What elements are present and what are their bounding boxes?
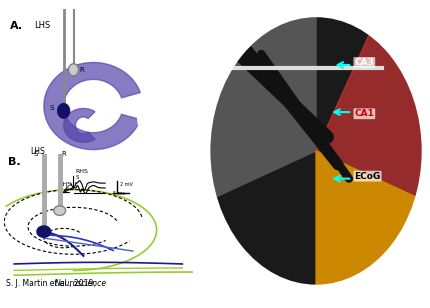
Text: C.: C. bbox=[212, 22, 224, 32]
Polygon shape bbox=[44, 63, 140, 150]
Text: S. J. Martin et al., 2019,: S. J. Martin et al., 2019, bbox=[6, 279, 98, 288]
Wedge shape bbox=[316, 151, 416, 285]
Text: B.: B. bbox=[8, 157, 21, 167]
Circle shape bbox=[58, 103, 70, 118]
Text: S: S bbox=[76, 175, 79, 180]
Text: CA1: CA1 bbox=[354, 109, 374, 118]
Text: LHS: LHS bbox=[60, 181, 72, 187]
Text: 2 mV: 2 mV bbox=[120, 182, 133, 187]
Wedge shape bbox=[316, 34, 422, 218]
Text: S: S bbox=[34, 151, 38, 156]
Text: CA3: CA3 bbox=[354, 58, 374, 67]
Text: RHS: RHS bbox=[76, 168, 89, 174]
Text: Neuroscience: Neuroscience bbox=[55, 279, 107, 288]
Text: ECoG: ECoG bbox=[354, 172, 381, 180]
Text: S: S bbox=[50, 105, 54, 111]
Text: LHS: LHS bbox=[30, 147, 45, 156]
Text: R: R bbox=[61, 151, 66, 156]
Text: S: S bbox=[66, 186, 69, 191]
Circle shape bbox=[69, 64, 78, 76]
Circle shape bbox=[54, 206, 66, 216]
Polygon shape bbox=[64, 108, 95, 142]
PathPatch shape bbox=[152, 0, 430, 308]
Wedge shape bbox=[210, 17, 316, 197]
Text: R: R bbox=[80, 67, 85, 73]
Text: LHS: LHS bbox=[34, 21, 50, 30]
Text: A.: A. bbox=[10, 21, 23, 31]
Ellipse shape bbox=[138, 94, 168, 142]
Circle shape bbox=[210, 17, 422, 285]
Text: 5 ms: 5 ms bbox=[113, 191, 125, 196]
Circle shape bbox=[37, 226, 51, 237]
